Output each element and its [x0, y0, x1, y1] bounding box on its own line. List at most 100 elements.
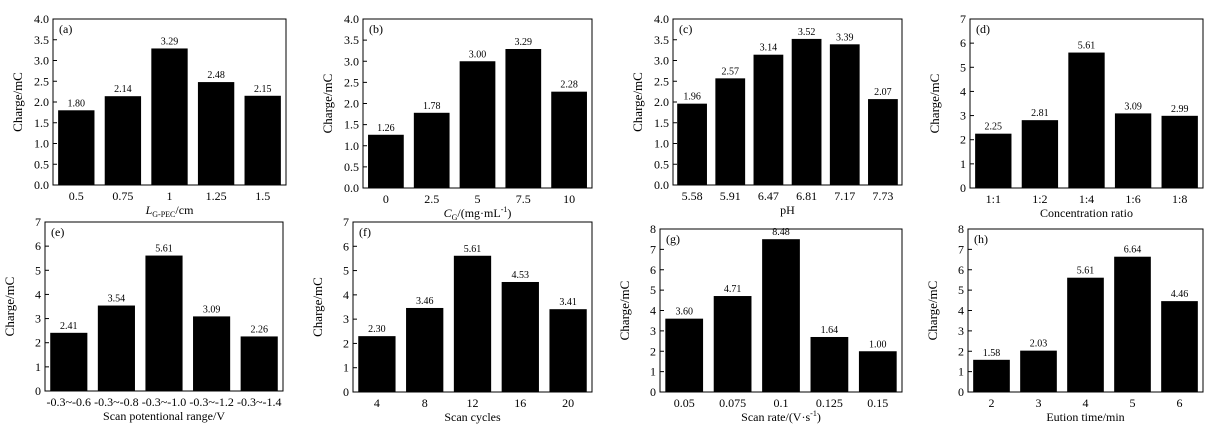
panel-e-y-tick-label: 3: [35, 312, 41, 326]
panel-a-bar: [244, 95, 281, 185]
panel-e-x-tick-label: -0.3~-1.4: [237, 395, 281, 409]
panel-f-bar: [453, 255, 492, 392]
panel-a-bar: [58, 110, 95, 185]
panel-d-x-tick-label: 1:4: [1079, 192, 1094, 206]
panel-g-x-axis-label: Scan rate/(V·s-1): [741, 409, 821, 424]
panel-d-data-label: 2.99: [1171, 104, 1189, 115]
panel-a-x-tick-label: 1.25: [206, 189, 227, 203]
panel-c-y-tick-label: 0.5: [654, 157, 669, 171]
panel-h-y-tick-label: 8: [958, 222, 964, 236]
panel-b-y-tick-label: 2.5: [344, 75, 359, 89]
panel-a-data-label: 2.14: [114, 84, 132, 95]
panel-a-y-tick-label: 4.0: [34, 12, 49, 26]
panel-b-x-tick-label: 2.5: [424, 192, 439, 206]
panel-e-data-label: 5.61: [155, 244, 173, 255]
panel-a-data-label: 2.48: [207, 70, 225, 81]
panel-e-bar: [97, 305, 135, 391]
panel-d-data-label: 3.09: [1124, 101, 1142, 112]
panel-h-x-axis-label: Eution time/min: [1046, 410, 1124, 424]
panel-d-bar: [1161, 115, 1198, 188]
panel-g-label: (g): [666, 232, 680, 246]
panel-b-y-tick-label: 3.0: [344, 54, 359, 68]
panel-d-y-tick-label: 1: [960, 157, 966, 171]
panel-c-plot-frame: [672, 18, 903, 186]
panel-a-label: (a): [59, 22, 72, 36]
panel-a-y-tick-label: 0.5: [34, 157, 49, 171]
panel-g: 0 1 2 3 4 5 6 7 8 3.60 0.05 4.71 0.075 8.48 0.1 1.64 0.1…: [617, 222, 903, 424]
panel-h-bar: [1067, 277, 1104, 392]
panel-e-x-tick-label: -0.3~-0.8: [94, 395, 138, 409]
panel-b-bar: [368, 134, 404, 188]
panel-h-data-label: 6.64: [1124, 245, 1142, 256]
panel-h-data-label: 1.58: [983, 348, 1001, 359]
panel-d-y-axis-label: Charge/mC: [927, 74, 942, 134]
panel-f-x-axis-label: Scan cycles: [444, 410, 501, 424]
panel-b-y-tick-label: 3.5: [344, 33, 359, 47]
panel-h-y-tick-label: 5: [958, 283, 964, 297]
panel-c: 0.0 0.5 1.0 1.5 2.0 2.5 3.0 3.5 4.0 1.96 5.58 2.57 5…: [630, 12, 903, 217]
panel-b-bar: [413, 112, 450, 188]
panel-c-x-tick-label: 7.73: [872, 189, 893, 203]
panel-b-x-tick-label: 0: [383, 192, 389, 206]
panel-h-bar: [973, 359, 1010, 392]
panel-a-bar: [197, 82, 235, 185]
panel-d-data-label: 2.25: [985, 122, 1003, 133]
panel-e-bar: [240, 336, 278, 391]
panel-c-x-tick-label: 7.17: [834, 189, 855, 203]
panel-a-y-tick-label: 2.5: [34, 74, 49, 88]
panel-a: 0.0 0.5 1.0 1.5 2.0 2.5 3.0 3.5 4.0 1.80 0.5 2.14 0.…: [10, 12, 287, 219]
panel-f-bar: [358, 336, 396, 392]
panel-d-bar: [1068, 52, 1105, 189]
panel-b-data-label: 2.28: [560, 80, 578, 91]
panel-d-y-tick-label: 7: [960, 12, 966, 26]
panel-e-y-axis-label: Charge/mC: [2, 277, 17, 337]
panel-e-y-tick-label: 5: [35, 263, 41, 277]
panel-h-x-tick-label: 6: [1177, 396, 1183, 410]
panel-b-x-tick-label: 7.5: [516, 192, 531, 206]
panel-d-bar: [1114, 113, 1152, 188]
panel-d-y-tick-label: 4: [960, 84, 966, 98]
panel-g-x-tick-label: 0.15: [867, 396, 888, 410]
panel-c-y-tick-label: 3.5: [654, 33, 669, 47]
panel-e-label: (e): [51, 225, 64, 239]
panel-b: 0.0 0.5 1.0 1.5 2.0 2.5 3.0 3.5 4.0 1.26 0 1.78 2.5 3…: [320, 12, 593, 222]
panel-d-data-label: 2.81: [1031, 108, 1049, 119]
panel-e-bar: [145, 255, 183, 391]
panel-c-y-tick-label: 1.0: [654, 137, 669, 151]
panel-f-data-label: 3.41: [559, 297, 577, 308]
panel-e-y-tick-label: 1: [35, 360, 41, 374]
panel-c-y-tick-label: 1.5: [654, 116, 669, 130]
panel-b-y-tick-label: 0.5: [344, 160, 359, 174]
panel-g-y-axis-label: Charge/mC: [617, 281, 632, 341]
panel-e-x-tick-label: -0.3~-1.0: [142, 395, 186, 409]
panel-e-data-label: 3.09: [203, 304, 221, 315]
panel-b-data-label: 3.29: [515, 37, 533, 48]
panel-f-data-label: 2.30: [368, 324, 386, 335]
panel-d-y-tick-label: 6: [960, 36, 966, 50]
panel-g-data-label: 8.48: [772, 227, 790, 238]
panel-h-x-tick-label: 4: [1083, 396, 1089, 410]
panel-d-x-tick-label: 1:6: [1125, 192, 1140, 206]
panel-c-bar: [829, 44, 860, 185]
panel-b-x-tick-label: 10: [563, 192, 575, 206]
panel-d-data-label: 5.61: [1078, 41, 1096, 52]
panel-h-x-tick-label: 2: [989, 396, 995, 410]
panel-c-y-tick-label: 3.0: [654, 54, 669, 68]
panel-c-x-tick-label: 5.91: [720, 189, 741, 203]
panel-g-y-tick-label: 8: [650, 222, 656, 236]
panel-g-y-tick-label: 4: [650, 304, 656, 318]
panel-f-y-tick-label: 5: [343, 264, 349, 278]
panel-e-bar: [193, 316, 231, 391]
panel-d-bar: [1021, 120, 1059, 188]
panel-g-x-tick-label: 0.125: [816, 396, 843, 410]
panel-a-x-tick-label: 1.5: [255, 189, 270, 203]
panel-g-x-tick-label: 0.075: [719, 396, 746, 410]
panel-d: 0 1 2 3 4 5 6 7 2.25 1:1 2.81 1:2 5.61 1:4 3.09 1:6 2.99…: [927, 12, 1204, 220]
panel-f-data-label: 3.46: [416, 296, 434, 307]
panel-a-y-tick-label: 1.5: [34, 116, 49, 130]
panel-e-y-tick-label: 2: [35, 336, 41, 350]
panel-a-bar: [151, 48, 188, 186]
panel-b-bar: [551, 91, 587, 188]
panel-a-y-tick-label: 1.0: [34, 137, 49, 151]
panel-d-y-tick-label: 5: [960, 60, 966, 74]
